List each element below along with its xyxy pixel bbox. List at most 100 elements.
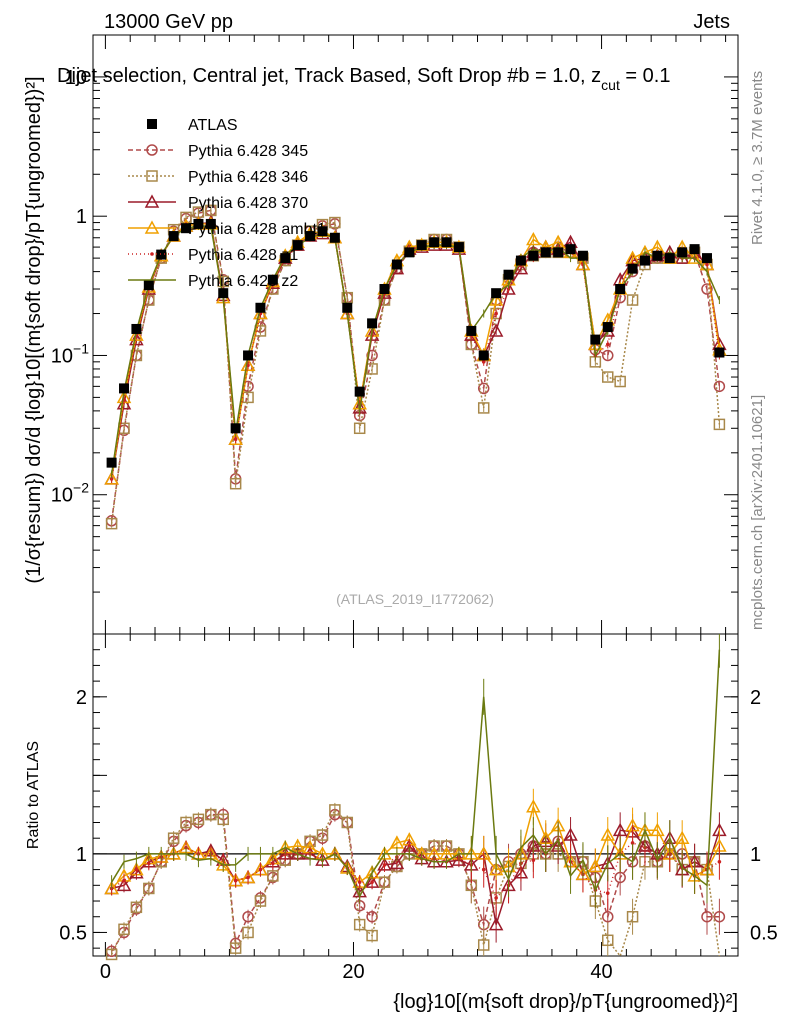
- data-point: [713, 380, 726, 393]
- data-point: [540, 247, 551, 258]
- legend-label: Pythia 6.428 370: [188, 195, 308, 212]
- main-tick-label: 1: [76, 206, 87, 228]
- data-point: [515, 255, 526, 266]
- data-point: [317, 226, 328, 237]
- data-point: [713, 418, 726, 431]
- ratio-point: [717, 859, 722, 864]
- data-point: [429, 237, 440, 248]
- y-axis-label-ratio: Ratio to ATLAS: [25, 741, 42, 849]
- plot-title-main: Dijet selection, Central jet, Track Base…: [57, 65, 601, 87]
- ratio-point: [167, 832, 180, 844]
- data-point: [367, 318, 378, 329]
- data-point: [602, 349, 614, 362]
- data-point: [168, 231, 179, 242]
- series-atlas: [106, 218, 725, 468]
- data-point: [701, 283, 713, 295]
- data-point: [481, 360, 486, 364]
- ratio-point: [147, 861, 151, 866]
- ratio-point: [143, 882, 155, 895]
- ratio-point: [233, 878, 238, 883]
- data-point: [354, 386, 365, 397]
- data-point: [488, 292, 504, 306]
- legend-item-pythia-6-428-345: Pythia 6.428 345: [128, 143, 308, 160]
- data-point: [305, 231, 316, 242]
- data-point: [143, 294, 155, 306]
- data-point: [391, 259, 402, 270]
- data-point: [329, 216, 341, 229]
- ratio-point: [526, 799, 541, 813]
- data-point: [453, 242, 464, 253]
- data-point: [218, 288, 229, 299]
- ratio-series-group: [104, 634, 727, 961]
- ratio-tick-label-right: 2: [750, 687, 761, 709]
- data-point: [253, 305, 268, 320]
- data-point: [575, 256, 591, 271]
- data-point: [639, 255, 650, 266]
- x-tick-label: 0: [100, 961, 111, 983]
- data-point: [131, 323, 142, 334]
- main-tick-base: 10: [65, 67, 87, 89]
- mcplots-label: mcplots.cern.ch [arXiv:2401.10621]: [749, 395, 766, 630]
- data-point: [129, 327, 144, 341]
- ratio-point: [407, 844, 412, 848]
- series-line: [110, 225, 721, 475]
- data-point: [230, 423, 241, 434]
- data-point: [664, 253, 675, 264]
- ratio-line: [110, 649, 721, 899]
- legend-item-pythia-6-428-ambt1: Pythia 6.428 ambt1: [128, 220, 326, 238]
- main-series-group: [104, 204, 727, 530]
- data-point: [689, 244, 700, 255]
- data-point: [116, 396, 132, 410]
- plot-title-sub: cut: [601, 77, 620, 93]
- data-point: [119, 383, 130, 394]
- ratio-line: [111, 838, 720, 900]
- ratio-point: [192, 813, 205, 826]
- data-point: [441, 237, 452, 248]
- data-point: [366, 349, 378, 362]
- plot-title: Dijet selection, Central jet, Track Base…: [57, 65, 670, 93]
- data-point: [494, 311, 498, 316]
- x-tick-label: 20: [342, 961, 364, 983]
- data-point: [267, 274, 278, 285]
- ratio-point: [370, 880, 374, 884]
- ratio-point: [246, 875, 250, 880]
- ratio-point: [701, 910, 713, 923]
- data-point: [478, 350, 489, 361]
- data-point: [205, 218, 216, 229]
- data-point: [602, 322, 613, 333]
- ratio-point: [267, 870, 279, 882]
- data-point: [615, 284, 626, 295]
- data-point: [156, 249, 167, 260]
- data-point: [243, 350, 254, 361]
- ratio-point: [329, 804, 341, 816]
- rivet-version-label: Rivet 4.1.0, ≥ 3.7M events: [749, 71, 766, 245]
- main-tick-base: 10: [51, 485, 73, 507]
- ratio-point: [357, 880, 362, 884]
- data-point: [109, 477, 114, 481]
- data-point: [341, 291, 354, 304]
- analysis-id: (ATLAS_2019_I1772062): [336, 591, 494, 607]
- ratio-point: [488, 917, 504, 931]
- legend-item-pythia-6-428-346: Pythia 6.428 346: [128, 169, 308, 186]
- ratio-point: [488, 862, 504, 876]
- legend-item-atlas: ATLAS: [147, 117, 238, 134]
- ratio-point: [366, 929, 378, 942]
- data-point: [714, 347, 725, 358]
- data-point: [626, 294, 639, 306]
- data-point: [677, 247, 688, 258]
- ratio-point: [563, 827, 578, 841]
- data-point: [240, 357, 256, 372]
- legend-marker: [144, 220, 160, 234]
- main-tick-label: 10: [65, 67, 87, 89]
- ratio-point: [378, 876, 391, 888]
- ratio-point: [494, 896, 498, 900]
- legend-label: Pythia 6.428 345: [188, 143, 308, 160]
- legend-label: Pythia 6.428 ambt1: [188, 221, 326, 238]
- legend-marker: [144, 194, 160, 208]
- x-tick-label: 40: [590, 961, 612, 983]
- ratio-point: [382, 863, 387, 867]
- ratio-point: [258, 867, 263, 872]
- data-point: [353, 422, 366, 435]
- ratio-point: [602, 910, 614, 923]
